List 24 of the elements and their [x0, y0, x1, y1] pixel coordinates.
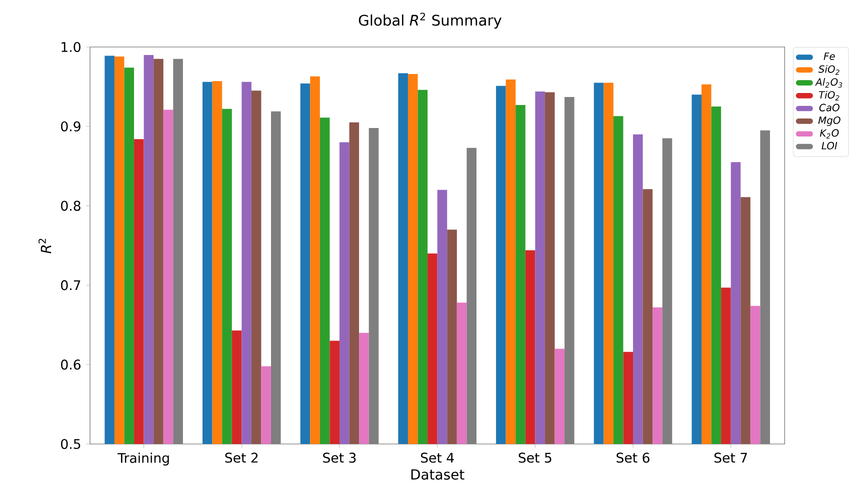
legend-label: Fe	[824, 52, 835, 60]
y-tick-label: 0.5	[61, 438, 80, 450]
x-tick-label: Set 6	[616, 452, 650, 463]
y-axis-title: R$^{2}$	[38, 238, 52, 254]
legend-label: SiO$_{2}$	[818, 65, 840, 75]
x-tick-label: Set 3	[323, 452, 356, 463]
x-tick-label: Set 2	[225, 452, 258, 463]
x-axis-title: Dataset	[411, 469, 464, 480]
x-tick-label: Set 4	[420, 452, 454, 463]
x-tick-label: Set 7	[714, 452, 747, 463]
x-tick-label: Set 5	[518, 452, 552, 463]
legend-label: MgO	[818, 116, 840, 126]
legend-label: LOI	[822, 142, 838, 150]
legend-label: TiO$_{2}$	[818, 90, 840, 100]
legend-label: K$_{2}$O	[820, 129, 839, 139]
y-tick-label: 0.8	[61, 200, 80, 211]
chart-title: Global R$^{2}$ Summary	[358, 12, 502, 29]
y-tick-label: 1.0	[62, 42, 80, 52]
legend-label: Al$_{2}$O$_{3}$	[815, 78, 842, 88]
x-tick-label: Training	[118, 452, 169, 466]
legend-label: CaO	[819, 104, 840, 112]
y-tick-label: 0.7	[61, 280, 80, 290]
y-tick-label: 0.6	[61, 360, 80, 370]
y-tick-label: 0.9	[61, 121, 80, 132]
